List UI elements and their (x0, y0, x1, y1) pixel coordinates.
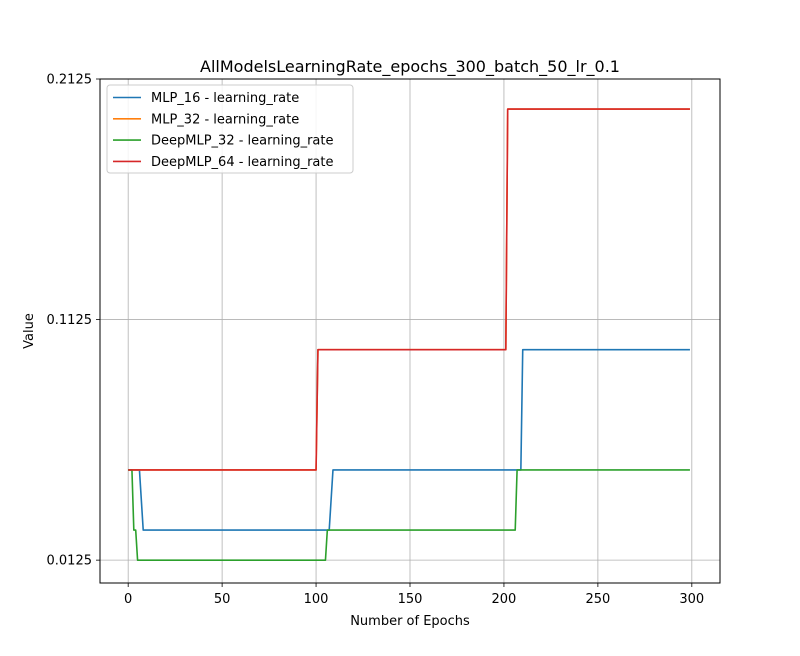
legend: MLP_16 - learning_rate MLP_32 - learning_… (106, 84, 354, 174)
series-lines (128, 108, 690, 561)
y-tick-label: 0.0125 (47, 554, 93, 569)
series-line-1 (128, 348, 690, 531)
chart-title: AllModelsLearningRate_epochs_300_batch_5… (200, 57, 620, 77)
y-axis-title: Value (22, 313, 37, 349)
axis-ticks: 0 50 100 150 200 250 300 0.0125 0.1125 0.2125 (47, 73, 705, 608)
x-tick-label: 150 (398, 592, 423, 607)
x-tick-label: 100 (304, 592, 329, 607)
y-tick-label: 0.1125 (47, 313, 93, 328)
legend-label: DeepMLP_32 - learning_rate (151, 134, 334, 149)
x-tick-label: 250 (585, 592, 610, 607)
legend-box (106, 84, 354, 174)
legend-label: DeepMLP_64 - learning_rate (151, 155, 334, 170)
x-tick-label: 0 (124, 592, 132, 607)
x-tick-label: 200 (492, 592, 517, 607)
y-tick-label: 0.2125 (47, 73, 93, 88)
x-tick-label: 300 (679, 592, 704, 607)
legend-label: MLP_32 - learning_rate (151, 112, 299, 127)
series-line-4 (128, 108, 690, 471)
series-line-3 (128, 469, 690, 561)
x-tick-label: 50 (214, 592, 231, 607)
legend-label: MLP_16 - learning_rate (151, 91, 299, 106)
x-axis-title: Number of Epochs (350, 614, 470, 629)
